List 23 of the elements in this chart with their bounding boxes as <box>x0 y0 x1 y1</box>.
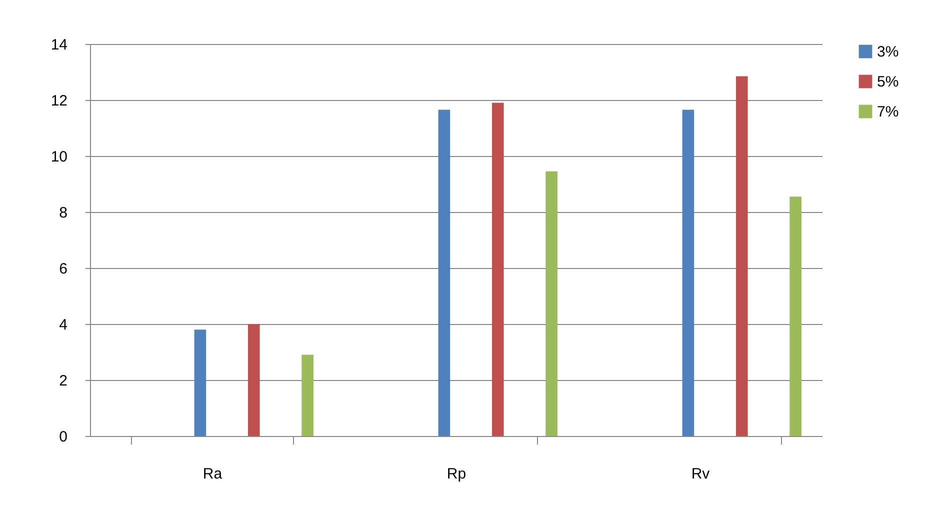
legend-label: 7% <box>877 104 899 120</box>
bar <box>736 76 748 436</box>
y-tick-label: 14 <box>50 36 68 54</box>
bar <box>492 102 504 436</box>
x-tick-label: Ra <box>202 466 223 482</box>
legend-label: 5% <box>877 74 899 90</box>
bar <box>194 330 206 436</box>
y-tick-label: 10 <box>50 148 68 166</box>
y-tick-label: 12 <box>50 92 68 110</box>
x-tick-label: Rv <box>691 466 710 482</box>
y-tick-label: 4 <box>59 316 68 334</box>
bar <box>790 196 802 436</box>
y-tick-label: 2 <box>59 372 68 390</box>
bar <box>302 354 314 436</box>
bar <box>682 110 694 436</box>
y-tick-label: 8 <box>59 204 68 222</box>
bar <box>248 324 260 436</box>
y-tick-label: 0 <box>59 428 68 446</box>
bar <box>438 110 450 436</box>
bar <box>546 171 558 436</box>
legend-label: 3% <box>877 44 899 60</box>
x-tick-label: Rp <box>446 466 466 482</box>
y-tick-label: 6 <box>59 260 68 278</box>
